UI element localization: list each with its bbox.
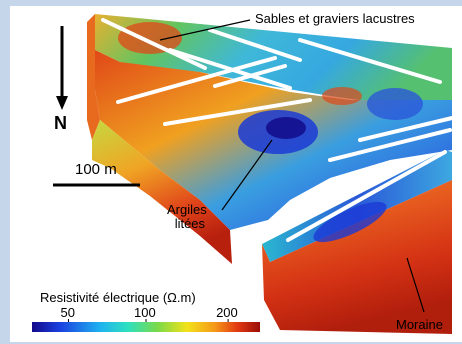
- moraine-label: Moraine: [396, 317, 443, 332]
- north-letter: N: [54, 113, 67, 133]
- survey-line: [328, 128, 452, 162]
- low-resistivity-zone: [313, 201, 387, 243]
- sables-label: Sables et graviers lacustres: [255, 11, 415, 26]
- argiles-label: Argiles litées: [167, 202, 207, 232]
- low-resistivity-core: [266, 117, 306, 139]
- leader-argiles: [221, 139, 273, 211]
- survey-line: [163, 98, 312, 126]
- legend-tick-label: 100: [134, 305, 156, 320]
- lower-block-top-face: [262, 150, 452, 262]
- legend-title: Resistivité électrique (Ω.m): [40, 290, 196, 305]
- argiles-line-2: litées: [174, 216, 206, 232]
- survey-line: [116, 56, 277, 104]
- survey-lines: [101, 18, 454, 242]
- survey-line: [208, 28, 302, 62]
- survey-line: [286, 150, 447, 242]
- argiles-line-1: Argiles: [167, 202, 207, 217]
- high-resistivity-zone: [322, 87, 362, 105]
- left-end-face: [87, 14, 100, 140]
- scale-label: 100 m: [75, 161, 117, 178]
- survey-line: [298, 38, 442, 84]
- survey-line: [213, 64, 287, 88]
- survey-line: [358, 116, 454, 142]
- leader-moraine: [406, 257, 425, 313]
- leader-sables: [159, 19, 251, 41]
- legend-ticks: [67, 319, 229, 322]
- upper-block-lower-face: [92, 120, 232, 264]
- survey-line: [101, 18, 207, 70]
- north-arrow-head: [56, 96, 68, 110]
- lower-block-front-face: [262, 180, 452, 334]
- legend-tick-label: 50: [60, 305, 75, 320]
- legend-tick-label: 200: [216, 305, 238, 320]
- legend-colorbar: [32, 322, 260, 332]
- low-resistivity-zone: [367, 88, 423, 120]
- high-resistivity-zone: [118, 22, 182, 54]
